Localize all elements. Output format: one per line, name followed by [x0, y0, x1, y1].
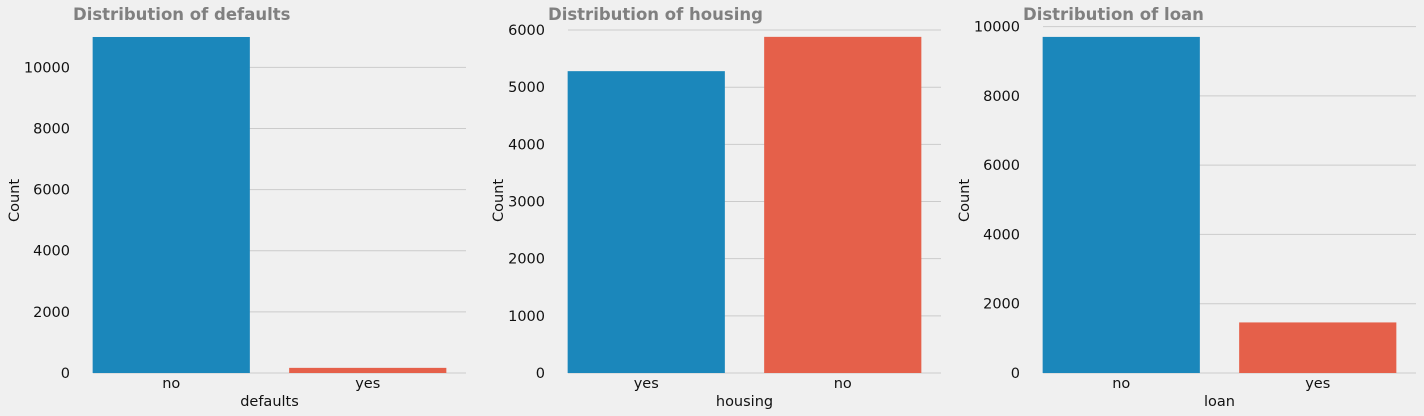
y-tick-label: 2000 [983, 297, 1020, 313]
x-axis-label: loan [1204, 394, 1235, 410]
y-tick-label: 0 [61, 366, 70, 382]
x-tick-label: yes [634, 376, 659, 392]
y-tick-label: 2000 [508, 252, 545, 268]
y-tick-label: 6000 [983, 158, 1020, 174]
y-tick-label: 3000 [508, 195, 545, 211]
y-tick-label: 8000 [33, 121, 70, 137]
chart-panel-housing: Distribution of housing housing Count 0 1… [491, 5, 941, 410]
chart-panel-loan: Distribution of loan loan Count 0 2000 400… [957, 5, 1416, 410]
bar-no [764, 36, 922, 373]
y-tick-label: 6000 [33, 183, 70, 199]
bar-no [92, 36, 250, 374]
y-tick-label: 0 [1011, 366, 1020, 382]
y-tick-label: 10000 [24, 60, 70, 76]
bar-yes [1239, 322, 1397, 373]
chart-title: Distribution of defaults [73, 5, 291, 24]
x-tick-label: no [834, 376, 852, 392]
chart-title: Distribution of housing [548, 5, 763, 24]
bar-yes [567, 71, 725, 374]
y-tick-label: 5000 [508, 80, 545, 96]
y-axis-label: Count [7, 179, 23, 222]
bar-yes [289, 367, 447, 373]
x-tick-label: no [162, 376, 180, 392]
x-axis-label: defaults [240, 394, 299, 410]
y-tick-label: 4000 [33, 244, 70, 260]
x-axis-label: housing [716, 394, 773, 410]
y-tick-label: 0 [536, 366, 545, 382]
y-tick-label: 4000 [983, 227, 1020, 243]
chart-panel-defaults: Distribution of defaults defaults Count … [7, 5, 466, 410]
y-tick-label: 1000 [508, 309, 545, 325]
bar-no [1042, 36, 1200, 373]
chart-title: Distribution of loan [1023, 5, 1204, 24]
y-tick-label: 10000 [974, 20, 1020, 36]
x-tick-label: yes [355, 376, 380, 392]
x-tick-label: no [1112, 376, 1130, 392]
y-tick-label: 6000 [508, 23, 545, 39]
y-axis-label: Count [957, 179, 973, 222]
y-tick-label: 8000 [983, 89, 1020, 105]
x-tick-label: yes [1305, 376, 1330, 392]
y-tick-label: 2000 [33, 305, 70, 321]
y-tick-label: 4000 [508, 137, 545, 153]
y-axis-label: Count [491, 179, 507, 222]
